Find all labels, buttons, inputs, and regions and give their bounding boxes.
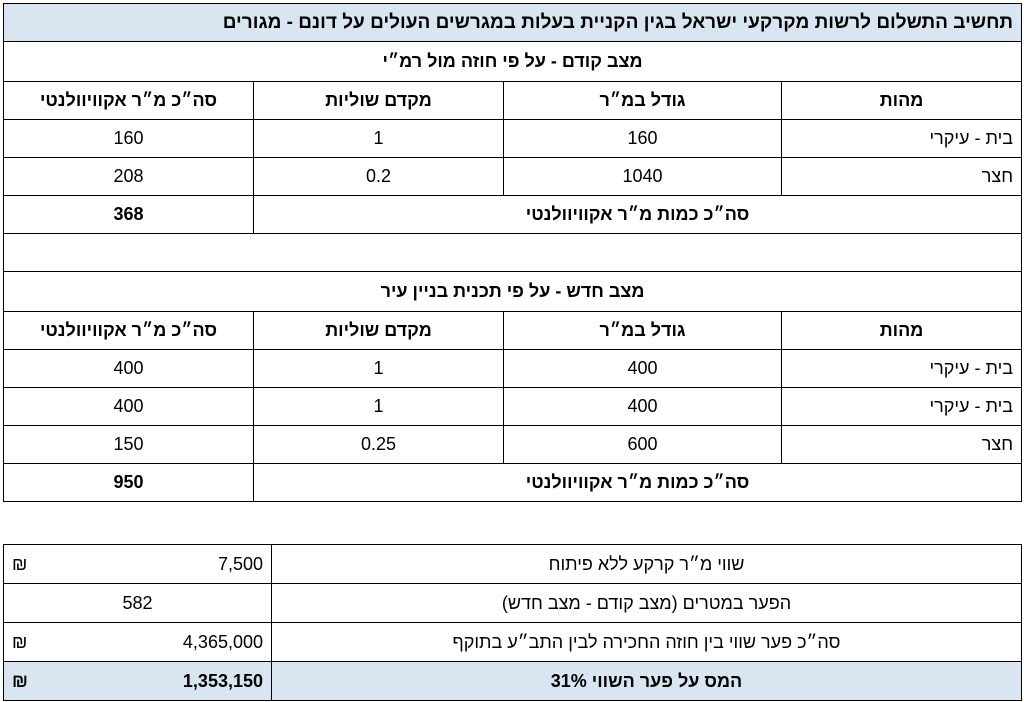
land-value-row: שווי מ״ר קרקע ללא פיתוח ₪ 7,500 (3, 544, 1022, 584)
gap-meters-value: 582 (3, 583, 272, 623)
column-header-size: גודל במ״ר (503, 311, 783, 350)
shekel-icon: ₪ (12, 553, 28, 574)
total-gap-cell: ₪ 4,365,000 (3, 622, 272, 662)
tax-cell: ₪ 1,353,150 (3, 661, 272, 701)
cell-coefficient: 0.2 (253, 157, 505, 196)
cell-equivalent: 208 (2, 157, 255, 196)
gap-meters-row: הפער במטרים (מצב קודם - מצב חדש) 582 (3, 583, 1022, 623)
land-value: 7,500 (217, 553, 263, 574)
column-header-type: מהות (781, 311, 1023, 350)
new-total-value: 950 (2, 463, 255, 502)
previous-section-heading: מצב קודם - על פי חוזה מול רמ״י (2, 41, 1023, 82)
cell-equivalent: 150 (2, 425, 255, 464)
table-row: חצר 600 0.25 150 (2, 425, 1023, 464)
previous-total-value: 368 (2, 195, 255, 234)
summary-table: שווי מ״ר קרקע ללא פיתוח ₪ 7,500 הפער במט… (3, 544, 1022, 701)
new-total-label: סה״כ כמות מ״ר אקוויוולנטי (253, 463, 1023, 502)
total-gap-label: סה״כ פער שווי בין חוזה החכירה לבין התב״ע… (271, 622, 1022, 662)
tax-value: 1,353,150 (182, 670, 263, 691)
total-gap-row: סה״כ פער שווי בין חוזה החכירה לבין התב״ע… (3, 622, 1022, 662)
column-header-coefficient: מקדם שוליות (253, 81, 505, 120)
table-row: בית - עיקרי 160 1 160 (2, 119, 1023, 158)
previous-total-label: סה״כ כמות מ״ר אקוויוולנטי (253, 195, 1023, 234)
cell-coefficient: 0.25 (253, 425, 505, 464)
gap-meters-label: הפער במטרים (מצב קודם - מצב חדש) (271, 583, 1022, 623)
column-header-size: גודל במ״ר (503, 81, 783, 120)
table-row: בית - עיקרי 400 1 400 (2, 387, 1023, 426)
cell-type: חצר (781, 425, 1023, 464)
land-value-label: שווי מ״ר קרקע ללא פיתוח (271, 544, 1022, 584)
cell-equivalent: 160 (2, 119, 255, 158)
previous-header-row: מהות גודל במ״ר מקדם שוליות סה״כ מ״ר אקוו… (2, 81, 1023, 120)
cell-type: חצר (781, 157, 1023, 196)
new-total-row: סה״כ כמות מ״ר אקוויוולנטי 950 (2, 463, 1023, 502)
total-gap-value: 4,365,000 (182, 631, 263, 652)
shekel-icon: ₪ (12, 631, 28, 652)
cell-type: בית - עיקרי (781, 349, 1023, 388)
cell-coefficient: 1 (253, 349, 505, 388)
new-section-row: מצב חדש - על פי תכנית בניין עיר (2, 271, 1023, 312)
new-header-row: מהות גודל במ״ר מקדם שוליות סה״כ מ״ר אקוו… (2, 311, 1023, 350)
column-header-coefficient: מקדם שוליות (253, 311, 505, 350)
calculation-table: תחשיב התשלום לרשות מקרקעי ישראל בגין הקנ… (2, 3, 1023, 502)
cell-size: 400 (503, 349, 783, 388)
cell-coefficient: 1 (253, 387, 505, 426)
cell-size: 1040 (503, 157, 783, 196)
shekel-icon: ₪ (12, 670, 28, 691)
land-value-cell: ₪ 7,500 (3, 544, 272, 584)
spacer-cell (2, 233, 1023, 272)
cell-size: 400 (503, 387, 783, 426)
cell-size: 160 (503, 119, 783, 158)
spacer-row (2, 233, 1023, 272)
cell-coefficient: 1 (253, 119, 505, 158)
page-title: תחשיב התשלום לרשות מקרקעי ישראל בגין הקנ… (2, 3, 1023, 42)
column-header-equivalent: סה״כ מ״ר אקוויוולנטי (2, 81, 255, 120)
tax-row: המס על פער השווי 31% ₪ 1,353,150 (3, 661, 1022, 701)
previous-section-row: מצב קודם - על פי חוזה מול רמ״י (2, 41, 1023, 82)
table-row: בית - עיקרי 400 1 400 (2, 349, 1023, 388)
tax-label: המס על פער השווי 31% (271, 661, 1022, 701)
cell-size: 600 (503, 425, 783, 464)
table-row: חצר 1040 0.2 208 (2, 157, 1023, 196)
cell-equivalent: 400 (2, 387, 255, 426)
column-header-equivalent: סה״כ מ״ר אקוויוולנטי (2, 311, 255, 350)
column-header-type: מהות (781, 81, 1023, 120)
title-row: תחשיב התשלום לרשות מקרקעי ישראל בגין הקנ… (2, 3, 1023, 42)
cell-type: בית - עיקרי (781, 387, 1023, 426)
previous-total-row: סה״כ כמות מ״ר אקוויוולנטי 368 (2, 195, 1023, 234)
new-section-heading: מצב חדש - על פי תכנית בניין עיר (2, 271, 1023, 312)
cell-type: בית - עיקרי (781, 119, 1023, 158)
cell-equivalent: 400 (2, 349, 255, 388)
